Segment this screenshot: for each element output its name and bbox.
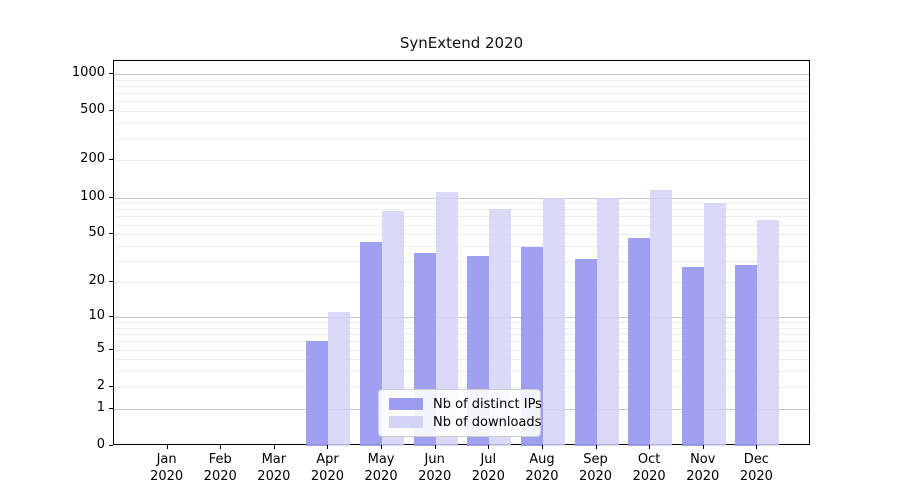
y-tick-label: 1 [96, 399, 105, 415]
x-tick-mark [434, 445, 436, 449]
minor-gridline [114, 216, 809, 218]
x-tick-mark [327, 445, 329, 449]
bar-downloads [489, 209, 512, 446]
minor-gridline [114, 138, 809, 140]
bar-downloads [596, 197, 619, 446]
minor-gridline [114, 327, 809, 329]
x-tick-mark [488, 445, 490, 449]
minor-gridline [114, 79, 809, 81]
bar-distinct-ips [306, 341, 329, 446]
x-tick-label: Jun 2020 [418, 452, 452, 484]
minor-gridline [114, 371, 809, 373]
y-tick-label: 500 [80, 102, 105, 118]
x-tick-mark [220, 445, 222, 449]
minor-gridline [114, 224, 809, 226]
y-tick-label: 2 [96, 377, 105, 393]
minor-gridline [114, 334, 809, 336]
y-tick-mark [109, 281, 113, 283]
x-tick-label: Sep 2020 [578, 452, 613, 484]
x-tick-mark [649, 445, 651, 449]
y-tick-mark [109, 233, 113, 235]
x-tick-label: Aug 2020 [525, 452, 559, 484]
minor-gridline [114, 246, 809, 248]
major-gridline [114, 74, 809, 75]
minor-gridline [114, 261, 809, 263]
y-tick-mark [109, 385, 113, 387]
bar-downloads [703, 203, 726, 446]
minor-gridline [114, 93, 809, 95]
legend-item-distinct-ips: Nb of distinct IPs [389, 396, 542, 412]
x-tick-label: Jan 2020 [150, 452, 184, 484]
x-tick-label: Apr 2020 [310, 452, 344, 484]
y-tick-label: 5 [96, 340, 105, 356]
major-gridline [114, 197, 809, 199]
minor-gridline [114, 209, 809, 211]
bar-downloads [650, 190, 673, 446]
minor-gridline [114, 322, 809, 324]
legend: Nb of distinct IPs Nb of downloads [378, 389, 542, 437]
minor-gridline [114, 111, 809, 113]
y-tick-mark [109, 159, 113, 161]
legend-swatch-distinct-ips [389, 398, 423, 410]
y-tick-mark [109, 407, 113, 409]
minor-gridline [114, 386, 809, 388]
bar-distinct-ips [681, 266, 704, 446]
minor-gridline [114, 160, 809, 162]
x-tick-mark [273, 445, 275, 449]
legend-label-distinct-ips: Nb of distinct IPs [433, 396, 542, 412]
x-tick-mark [756, 445, 758, 449]
legend-item-downloads: Nb of downloads [389, 414, 541, 430]
bar-distinct-ips [628, 237, 651, 446]
major-gridline [114, 316, 809, 318]
chart-title: SynExtend 2020 [399, 34, 524, 52]
y-tick-label: 100 [80, 188, 105, 204]
minor-gridline [114, 123, 809, 125]
x-tick-label: Oct 2020 [632, 452, 666, 484]
x-tick-label: Nov 2020 [686, 452, 720, 484]
y-tick-mark [109, 110, 113, 112]
minor-gridline [114, 349, 809, 351]
x-tick-label: Dec 2020 [739, 452, 773, 484]
x-tick-mark [381, 445, 383, 449]
minor-gridline [114, 282, 809, 284]
bar-downloads [382, 210, 405, 446]
x-tick-label: Mar 2020 [257, 452, 291, 484]
bar-downloads [328, 312, 351, 446]
y-tick-label: 20 [88, 273, 105, 289]
y-tick-mark [109, 315, 113, 317]
y-tick-mark [109, 196, 113, 198]
x-tick-mark [166, 445, 168, 449]
y-tick-label: 200 [80, 151, 105, 167]
y-tick-label: 10 [88, 307, 105, 323]
x-tick-mark [541, 445, 543, 449]
minor-gridline [114, 341, 809, 343]
x-tick-label: May 2020 [364, 452, 398, 484]
bar-distinct-ips [574, 259, 597, 446]
y-tick-label: 0 [96, 437, 105, 452]
bar-distinct-ips [735, 264, 758, 446]
x-tick-label: Feb 2020 [203, 452, 237, 484]
y-tick-label: 50 [88, 225, 105, 241]
y-tick-label: 1000 [71, 65, 105, 80]
legend-swatch-downloads [389, 416, 423, 428]
legend-label-downloads: Nb of downloads [433, 414, 542, 430]
plot-area [113, 60, 810, 446]
minor-gridline [114, 86, 809, 87]
x-tick-mark [595, 445, 597, 449]
bar-downloads [542, 197, 565, 446]
y-tick-mark [109, 348, 113, 350]
bar-downloads [757, 220, 780, 446]
bar-downloads [435, 192, 458, 446]
minor-gridline [114, 203, 809, 205]
bar-distinct-ips [360, 242, 383, 446]
minor-gridline [114, 234, 809, 236]
y-tick-mark [109, 445, 113, 446]
minor-gridline [114, 101, 809, 103]
x-tick-mark [702, 445, 704, 449]
y-tick-mark [109, 73, 113, 74]
minor-gridline [114, 359, 809, 361]
x-tick-label: Jul 2020 [471, 452, 505, 484]
